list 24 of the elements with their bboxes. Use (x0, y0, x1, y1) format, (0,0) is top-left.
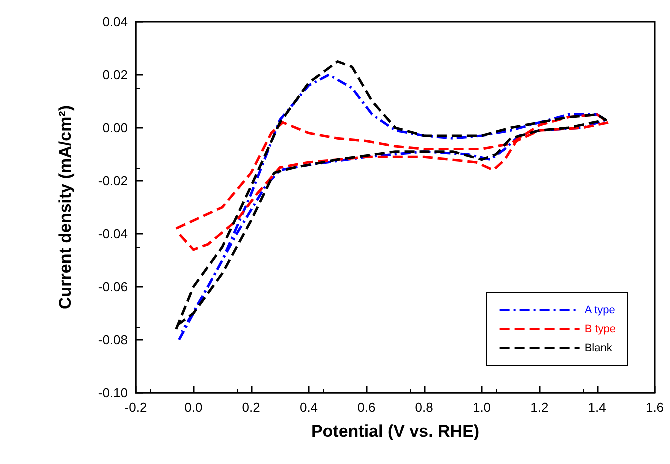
y-tick-label: -0.10 (98, 386, 128, 400)
y-tick-label: 0.00 (102, 120, 128, 136)
text: Blank (584, 342, 613, 354)
x-tick-label: 0.8 (415, 400, 434, 415)
x-tick-label: 0.6 (358, 400, 376, 415)
y-tick-label: -0.06 (98, 280, 128, 294)
y-tick-label: -0.08 (98, 332, 128, 348)
y-axis-title: Current density (mA/cm²) (56, 105, 75, 310)
y-tick-label: 0.04 (102, 14, 128, 30)
x-tick-label: 1.6 (646, 400, 664, 415)
text: B type (584, 324, 616, 336)
x-axis-title: Potential (V vs. RHE) (311, 422, 480, 441)
x-tick-label: 1.0 (472, 400, 492, 415)
x-tick-label: 1.4 (588, 400, 606, 415)
x-tick-label: -0.2 (124, 400, 148, 415)
y-tick-label: 0.02 (102, 68, 128, 82)
y-tick-label: -0.02 (98, 174, 128, 188)
y-tick-label: -0.04 (98, 226, 128, 242)
line-series (175, 114, 610, 252)
x-tick-label: 0.0 (184, 400, 203, 415)
x-tick-label: 0.4 (300, 400, 318, 415)
text: A type (584, 304, 616, 316)
x-tick-label: 1.2 (530, 400, 549, 415)
x-tick-label: 0.2 (242, 400, 260, 415)
